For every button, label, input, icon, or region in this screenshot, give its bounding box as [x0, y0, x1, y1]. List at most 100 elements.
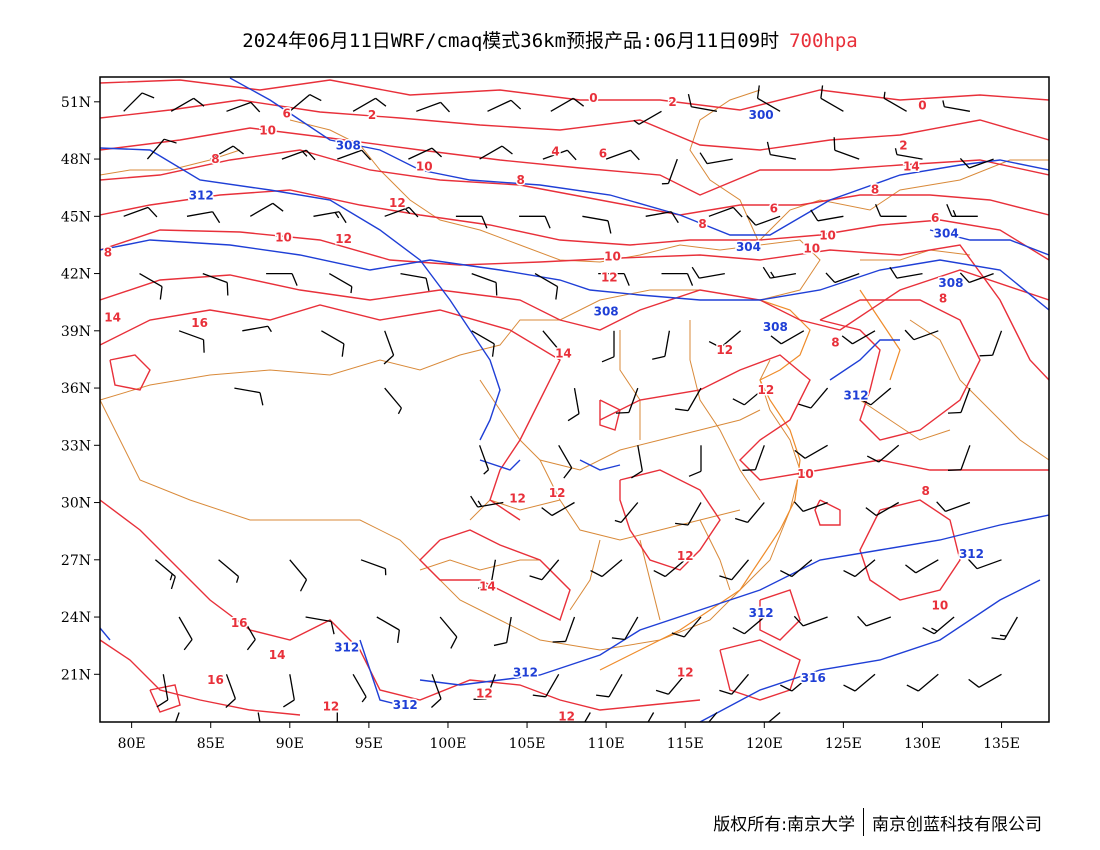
wind-barb: [186, 211, 221, 224]
wind-barb: [305, 616, 335, 635]
wind-barb: [550, 97, 585, 112]
admin-boundaries: [100, 89, 1049, 651]
wind-barb: [614, 502, 639, 524]
boundary-line: [859, 399, 951, 441]
title-main: 2024年06月11日WRF/cmaq模式36km预报产品:06月11日09时: [242, 30, 780, 52]
height-label: 304: [934, 226, 959, 240]
lon-tick-label: 100E: [429, 736, 466, 752]
lat-tick-label: 36N: [61, 381, 91, 397]
wind-barb: [906, 673, 939, 692]
lon-tick-label: 90E: [276, 736, 304, 752]
lon-tick-label: 110E: [588, 736, 625, 752]
wind-barb: [687, 93, 718, 112]
lon-tick-label: 95E: [355, 736, 383, 752]
wind-barb: [691, 266, 725, 279]
wind-barbs: [123, 85, 1018, 722]
wind-barb: [734, 502, 765, 524]
temperature-label: 12: [758, 383, 775, 397]
geopotential-isoline: [100, 627, 111, 641]
temperature-label: 12: [476, 686, 493, 700]
geopotential-isoline: [579, 459, 621, 471]
temperature-label: 6: [282, 106, 290, 120]
wind-barb: [859, 387, 892, 406]
wind-barb: [756, 85, 781, 112]
temperature-label: 8: [939, 291, 947, 305]
boundary-line: [699, 519, 731, 591]
lon-tick-label: 115E: [667, 736, 704, 752]
wind-barb: [178, 330, 205, 353]
wind-barb: [598, 272, 630, 286]
geopotential-isoline: [479, 459, 521, 471]
geopotential-isoline: [929, 229, 1049, 256]
map-frame: [99, 76, 1050, 723]
lon-tick-label: 105E: [509, 736, 546, 752]
coastline: [599, 289, 901, 671]
geopotential-isoline: [829, 339, 900, 381]
geopotential-height-isolines: [100, 77, 1049, 722]
wind-barb: [576, 712, 591, 722]
temperature-label: 8: [104, 246, 112, 260]
wind-barb: [266, 272, 298, 286]
wind-barb: [558, 444, 573, 479]
wind-barb: [156, 674, 169, 708]
wind-barb: [843, 559, 876, 578]
temperature-label: 8: [517, 173, 525, 187]
temperature-label: 0: [589, 91, 597, 105]
wind-barb: [202, 272, 229, 296]
temperature-label: 10: [416, 160, 433, 174]
wind-barb: [633, 110, 662, 125]
temperature-label: 14: [479, 580, 496, 594]
wind-barb: [942, 100, 971, 112]
wind-barb: [478, 559, 497, 589]
temperature-isoline: [100, 99, 1049, 151]
temperature-label: 2: [668, 95, 676, 109]
wind-barb: [653, 559, 686, 578]
geopotential-isoline: [229, 77, 1049, 236]
boundary-line: [100, 359, 801, 651]
temperature-label: 6: [599, 146, 607, 160]
wind-barb: [611, 616, 639, 641]
wind-barb: [967, 558, 1002, 570]
wind-barb: [991, 616, 1018, 641]
temperature-label: 14: [269, 648, 286, 662]
temperature-isoline: [759, 589, 801, 641]
temperature-isoline: [719, 639, 801, 701]
temperature-isoline: [149, 684, 181, 713]
wind-barb: [857, 615, 892, 627]
wind-barb: [416, 101, 451, 113]
wind-barb: [968, 673, 1002, 688]
temperature-label: 12: [601, 270, 618, 284]
wind-barb: [746, 215, 781, 226]
boundary-line: [689, 89, 761, 246]
wind-barb: [210, 145, 244, 160]
temperature-label: 6: [770, 202, 778, 216]
wind-barb: [719, 673, 749, 695]
wind-barb: [455, 215, 488, 229]
wind-barb: [833, 137, 860, 160]
wind-barb: [289, 94, 322, 112]
temperature-label: 10: [932, 599, 949, 613]
wind-barb: [793, 501, 828, 513]
wind-barb: [473, 674, 497, 700]
temperature-isoline: [100, 639, 301, 716]
temperature-label: 12: [509, 492, 526, 506]
height-label: 312: [513, 665, 538, 679]
geopotential-isoline: [699, 579, 1041, 722]
wind-barb: [400, 272, 430, 291]
wind-barb: [699, 152, 733, 165]
temperature-isoline: [100, 189, 1049, 261]
wind-barb: [337, 149, 372, 161]
height-label: 312: [959, 547, 984, 561]
wind-barb: [590, 559, 623, 578]
wind-barb: [675, 502, 702, 526]
wind-barb: [922, 616, 955, 635]
temperature-label: 8: [831, 335, 839, 349]
wind-barb: [169, 712, 180, 722]
boundary-line: [100, 289, 700, 401]
wind-barb: [959, 272, 994, 284]
wind-barb: [241, 616, 256, 651]
wind-barb: [719, 559, 749, 581]
wind-barb: [688, 445, 702, 477]
height-label: 308: [938, 276, 963, 290]
wind-barb: [766, 141, 797, 160]
